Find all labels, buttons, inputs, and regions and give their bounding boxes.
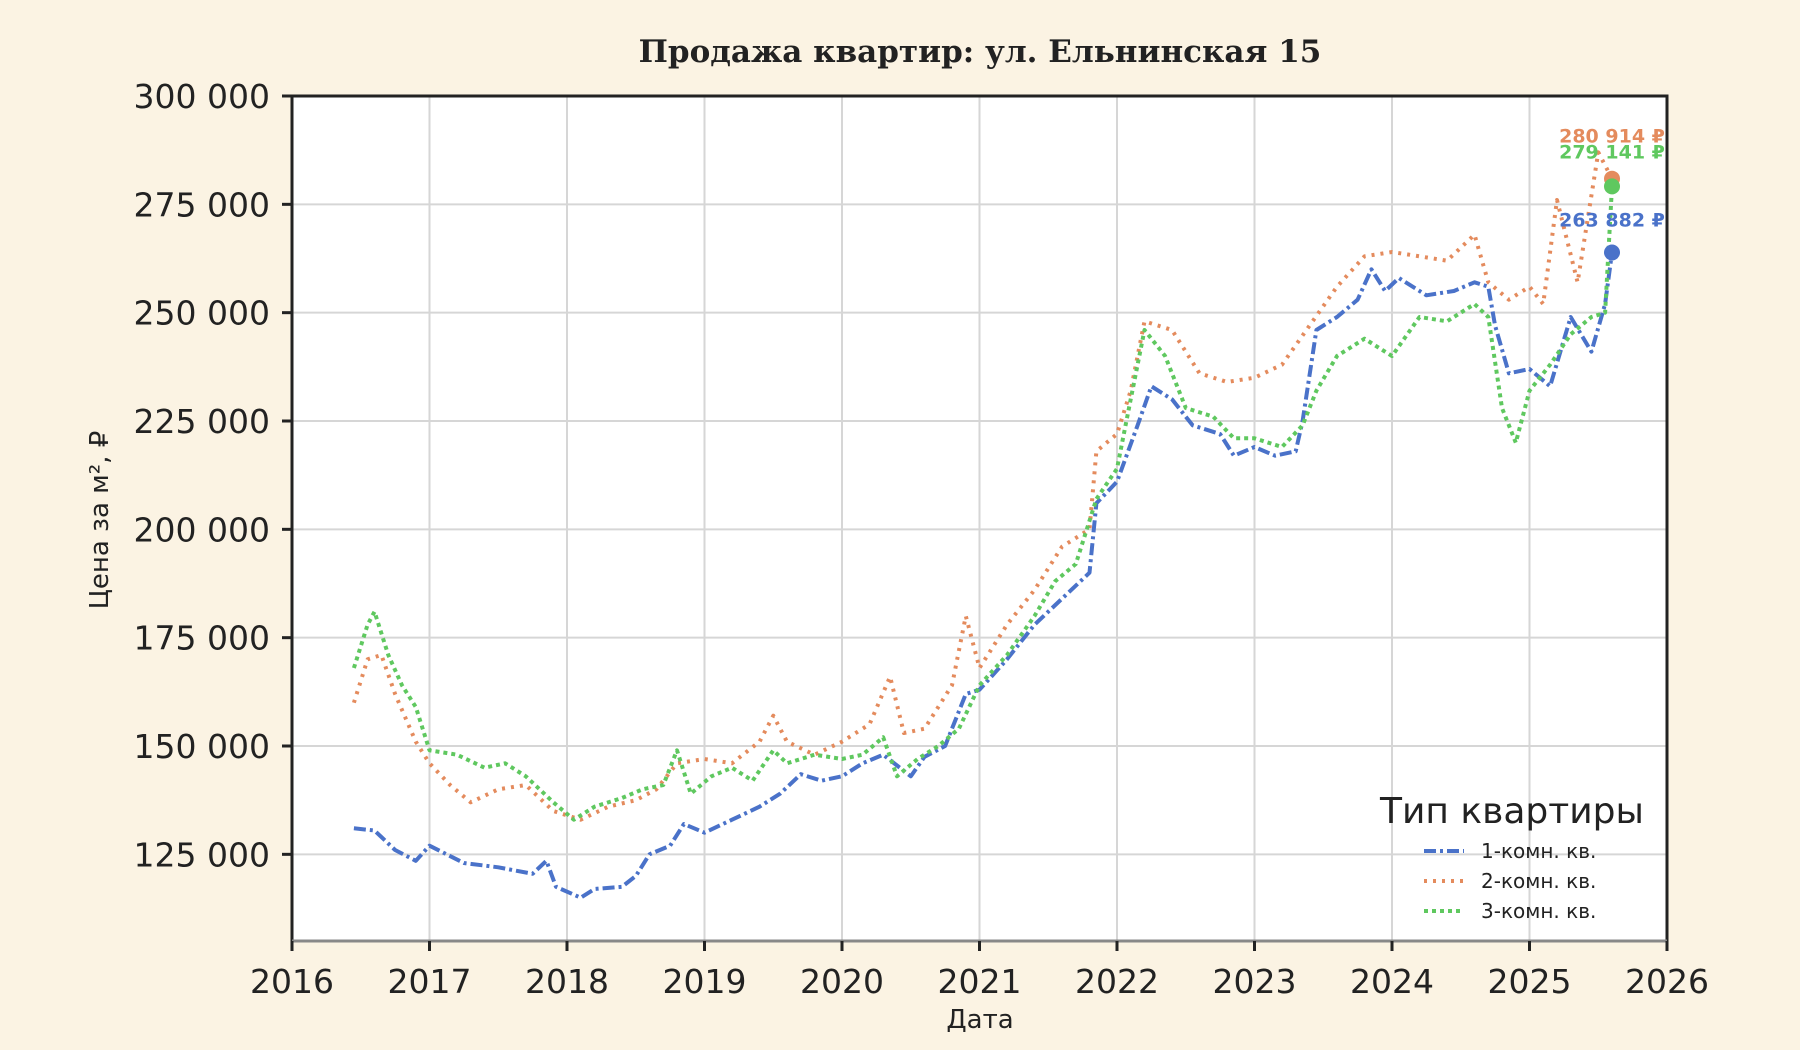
y-tick-label: 150 000 <box>134 727 270 766</box>
y-axis-label: Цена за м², ₽ <box>85 431 115 610</box>
chart-title: Продажа квартир: ул. Ельнинская 15 <box>639 34 1322 70</box>
series-end-marker <box>1604 244 1620 261</box>
series-layer <box>351 150 1614 900</box>
y-tick-label: 175 000 <box>134 619 270 658</box>
series-line <box>351 186 1614 822</box>
x-tick-label: 2017 <box>388 962 472 1001</box>
x-tick-label: 2023 <box>1213 962 1297 1001</box>
y-tick-label: 225 000 <box>134 402 270 441</box>
y-tick-label: 200 000 <box>134 510 270 549</box>
x-axis-label: Дата <box>946 1005 1013 1035</box>
x-tick-label: 2025 <box>1488 962 1572 1001</box>
x-tick-label: 2024 <box>1350 962 1434 1001</box>
legend-title: Тип квартиры <box>1379 791 1644 832</box>
x-tick-label: 2026 <box>1625 962 1709 1001</box>
series-end-label: 280 914 ₽ <box>1559 126 1665 148</box>
legend-label: 3-комн. кв. <box>1481 899 1596 923</box>
x-tick-label: 2018 <box>525 962 609 1001</box>
x-axis-ticks: 2016 2017 2018 2019 2020 2021 2022 2023 2024 2025… <box>250 941 1709 1001</box>
x-tick-label: 2020 <box>800 962 884 1001</box>
series-end-marker <box>1604 178 1620 195</box>
y-tick-label: 125 000 <box>134 835 270 874</box>
y-axis-ticks: 125 000 150 000 175 000 200 000 225 000 250 0… <box>134 77 292 874</box>
series-end-label: 263 882 ₽ <box>1559 210 1665 232</box>
y-tick-label: 250 000 <box>134 294 270 333</box>
y-tick-label: 275 000 <box>134 185 270 224</box>
end-markers: 263 882 ₽ 280 914 ₽279 141 ₽ <box>1559 126 1665 261</box>
x-tick-label: 2016 <box>250 962 334 1001</box>
x-tick-label: 2021 <box>938 962 1022 1001</box>
legend-items: 1-комн. кв. 2-комн. кв. 3-комн. кв. <box>1424 839 1596 923</box>
legend-label: 1-комн. кв. <box>1481 839 1596 863</box>
x-tick-label: 2022 <box>1075 962 1159 1001</box>
legend-label: 2-комн. кв. <box>1481 869 1596 893</box>
y-tick-label: 300 000 <box>134 77 270 116</box>
legend: Тип квартиры 1-комн. кв. 2-комн. кв. 3-ком… <box>1379 791 1644 923</box>
series-line <box>353 252 1614 900</box>
series-end-label: 279 141 ₽ <box>1559 141 1665 163</box>
x-tick-label: 2019 <box>663 962 747 1001</box>
